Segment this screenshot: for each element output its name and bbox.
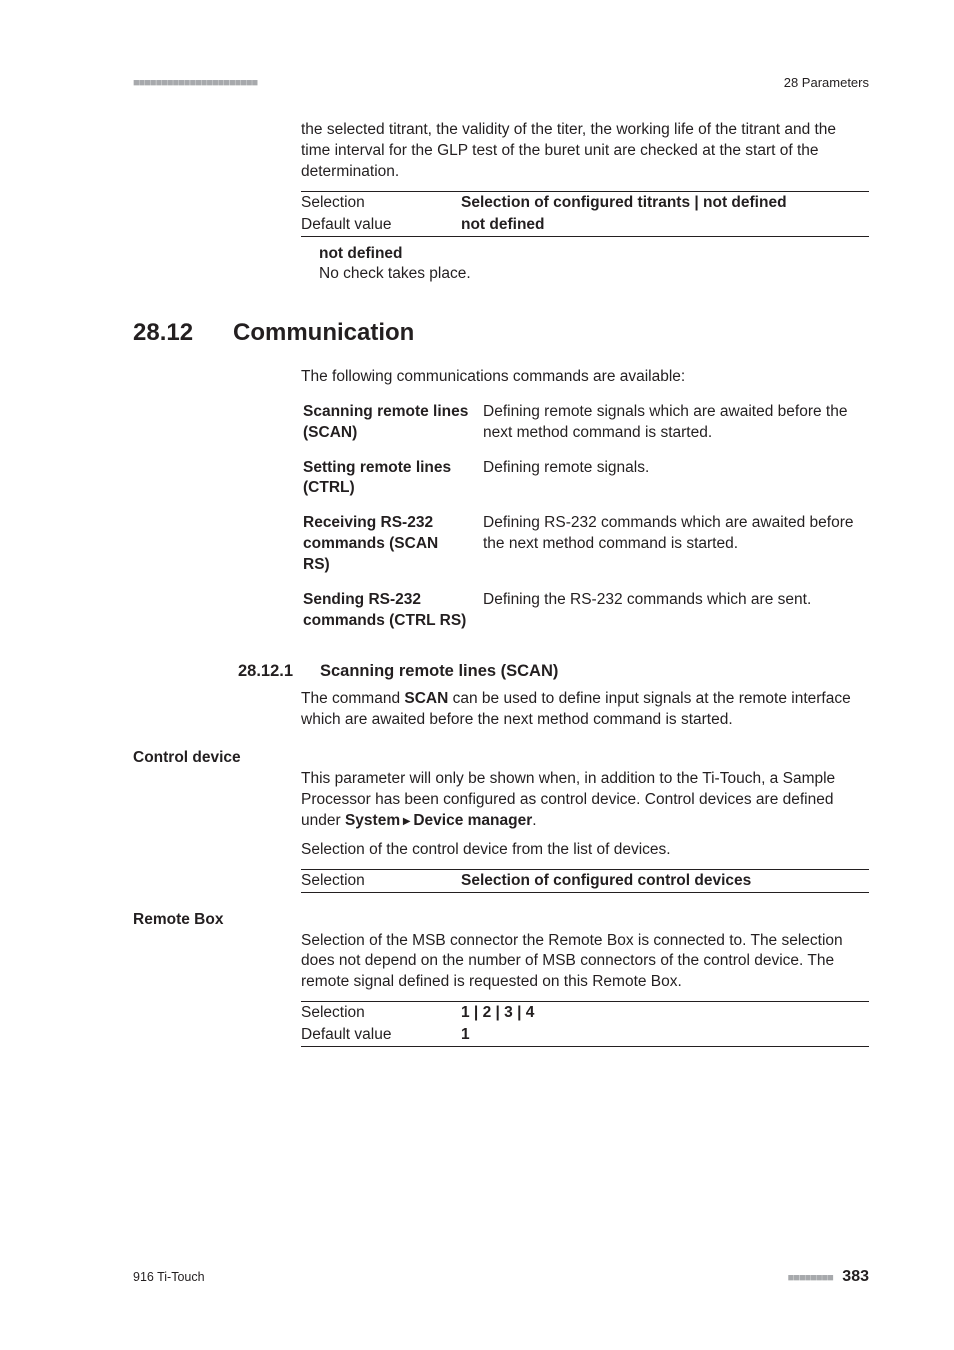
remote-box-p1: Selection of the MSB connector the Remot… <box>301 931 869 994</box>
scan-p-bold: SCAN <box>404 690 448 707</box>
rb-default-value: 1 <box>461 1024 869 1047</box>
commands-table: Scanning remote lines (SCAN) Defining re… <box>301 400 869 646</box>
footer-right: ■■■■■■■■ 383 <box>788 1268 869 1286</box>
titrant-default-value: not defined <box>461 214 869 237</box>
cd-p1-bold1: System <box>345 812 400 829</box>
cmd-ctrl-name: Setting remote lines (CTRL) <box>303 458 481 512</box>
cd-p1-post: . <box>532 812 536 829</box>
cmd-scan-desc: Defining remote signals which are awaite… <box>483 402 867 456</box>
control-device-p1: This parameter will only be shown when, … <box>301 769 869 832</box>
cmd-scan-name: Scanning remote lines (SCAN) <box>303 402 481 456</box>
not-defined-def: No check takes place. <box>319 265 869 283</box>
footer: 916 Ti-Touch ■■■■■■■■ 383 <box>133 1268 869 1286</box>
titrant-selection-table: Selection Selection of configured titran… <box>301 191 869 237</box>
cmd-scanrs-name: Receiving RS-232 commands (SCAN RS) <box>303 513 481 588</box>
cd-row-label: Selection <box>301 869 461 892</box>
subsection-heading: 28.12.1 Scanning remote lines (SCAN) <box>238 662 869 681</box>
rb-selection-label: Selection <box>301 1002 461 1025</box>
cmd-scanrs-desc: Defining RS-232 commands which are await… <box>483 513 867 588</box>
control-device-table: Selection Selection of configured contro… <box>301 869 869 893</box>
cmd-ctrl-desc: Defining remote signals. <box>483 458 867 512</box>
cd-row-value: Selection of configured control devices <box>461 869 869 892</box>
titrant-selection-value: Selection of configured titrants | not d… <box>461 191 869 214</box>
control-device-heading: Control device <box>133 749 869 767</box>
footer-marks: ■■■■■■■■ <box>788 1272 833 1284</box>
control-device-p2: Selection of the control device from the… <box>301 840 869 861</box>
intro-paragraph: the selected titrant, the validity of th… <box>301 120 869 183</box>
header-section: 28 Parameters <box>784 75 869 90</box>
remote-box-heading: Remote Box <box>133 911 869 929</box>
scan-paragraph: The command SCAN can be used to define i… <box>301 689 869 731</box>
comm-intro: The following communications commands ar… <box>301 367 869 388</box>
footer-page: 383 <box>842 1268 869 1285</box>
cd-p1-bold2: Device manager <box>413 812 532 829</box>
not-defined-term: not defined <box>319 245 869 263</box>
scan-p-pre: The command <box>301 690 404 707</box>
rb-default-label: Default value <box>301 1024 461 1047</box>
footer-left: 916 Ti-Touch <box>133 1270 205 1284</box>
not-defined-block: not defined No check takes place. <box>319 245 869 283</box>
cmd-ctrlrs-name: Sending RS-232 commands (CTRL RS) <box>303 590 481 644</box>
header-marks: ■■■■■■■■■■■■■■■■■■■■■■ <box>133 77 257 89</box>
titrant-selection-label: Selection <box>301 191 461 214</box>
remote-box-table: Selection 1 | 2 | 3 | 4 Default value 1 <box>301 1001 869 1047</box>
cd-p1-tri: ▶ <box>400 816 413 827</box>
section-heading: 28.12 Communication <box>133 319 869 347</box>
subsection-number: 28.12.1 <box>238 662 320 681</box>
section-title: Communication <box>233 319 414 347</box>
cmd-ctrlrs-desc: Defining the RS-232 commands which are s… <box>483 590 867 644</box>
subsection-title: Scanning remote lines (SCAN) <box>320 662 558 681</box>
rb-selection-value: 1 | 2 | 3 | 4 <box>461 1002 869 1025</box>
header-bar: ■■■■■■■■■■■■■■■■■■■■■■ 28 Parameters <box>133 75 869 90</box>
section-number: 28.12 <box>133 319 233 347</box>
titrant-default-label: Default value <box>301 214 461 237</box>
